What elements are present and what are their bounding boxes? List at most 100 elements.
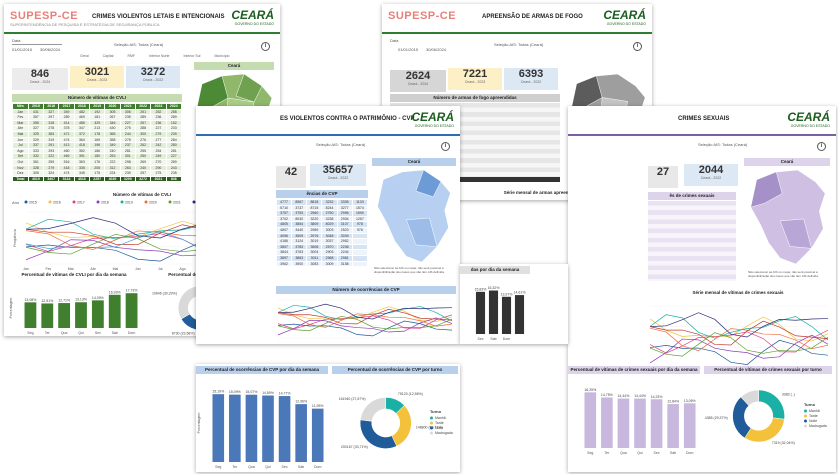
x-tick-label: Qua [248, 465, 255, 469]
x-tick-label: Seg [27, 331, 33, 335]
bar [262, 395, 274, 462]
tab-geral[interactable]: Geral [80, 54, 89, 58]
ceara-map[interactable] [746, 168, 830, 268]
legend-swatch [804, 419, 807, 423]
series-line [277, 303, 453, 320]
donut-slice [744, 417, 785, 443]
table-row: 3962 3900 3083 3009 3158 [275, 260, 369, 268]
x-tick-label: Sáb [670, 451, 676, 455]
date-from[interactable]: 01/01/2015 [398, 47, 419, 52]
x-tick-label: Qui [78, 331, 84, 335]
legend-label: Madrugada [809, 424, 827, 428]
legend-swatch [804, 409, 807, 413]
bar [108, 294, 121, 328]
slice-label: 7319 (32,04%) [772, 441, 795, 445]
bar-label: 14,77% [279, 392, 291, 396]
table-row: Jun 329 319 474 364 169 358 275 276 277 284 [12, 136, 183, 144]
legend-swatch [120, 200, 124, 204]
legend-swatch [144, 200, 148, 204]
x-tick-label: Dom [314, 465, 321, 469]
date-to[interactable]: 30/06/2024 [426, 47, 447, 52]
date-from[interactable]: 01/01/2015 [12, 47, 33, 52]
bar-label: 14,44% [634, 394, 646, 398]
slice-label: 75120 (12,56%) [398, 392, 423, 396]
selection-label: Seleção AIS: Todas (Ceará) [114, 42, 164, 47]
kpi-2022: 2044 Ceará - 2022 [684, 164, 738, 186]
bar-label: 16,32% [488, 286, 500, 290]
bar-label: 13,08% [24, 298, 36, 302]
x-tick-label: Jan [23, 267, 29, 271]
slice-label: 148800 (56,71%) [416, 426, 443, 430]
tab-interior-sul[interactable]: Interior Sul [183, 54, 201, 58]
slice-label: 161940 (27,67%) [339, 397, 366, 401]
bar [212, 394, 225, 462]
y-axis-label: Frequência [13, 229, 17, 247]
bar [667, 404, 679, 448]
legend-label: 2021 [173, 201, 181, 205]
info-icon[interactable]: i [817, 142, 826, 151]
ceara-logo: CEARÁ [603, 8, 646, 22]
supesp-logo: SUPESP-CE [388, 10, 457, 22]
legend-label: 2018 [101, 201, 109, 205]
x-tick-label: Dom [686, 451, 693, 455]
page-title: APREENSÃO DE ARMAS DE FOGO [482, 14, 583, 20]
tab-rmf[interactable]: RMF [127, 54, 136, 58]
bar [501, 296, 512, 334]
map-title: Ceará [194, 62, 274, 70]
table-row: 3757 3753 2960 2750 2996 1590 [275, 210, 369, 217]
legend-swatch [430, 431, 433, 435]
ceara-logo: CEARÁ [787, 110, 830, 124]
info-icon[interactable]: i [633, 42, 642, 51]
bar-label: 14,23% [651, 395, 663, 399]
bar-label: 17,73% [126, 289, 138, 293]
table-title: ências de CVP [276, 190, 368, 198]
legend-swatch [168, 200, 172, 204]
series-line [649, 329, 829, 354]
bar [634, 398, 646, 448]
selection-label: Seleção AIS: Todas (Ceará) [494, 42, 544, 47]
legend-swatch [72, 200, 76, 204]
x-tick-label: Ter [45, 331, 51, 335]
date-to[interactable]: 30/06/2024 [40, 47, 61, 52]
x-tick-label: Qui [265, 465, 271, 469]
x-tick-label: Jun [135, 267, 141, 271]
info-icon[interactable]: i [441, 142, 450, 151]
map-note: Não selecionar as AIS no mapa; não será … [374, 266, 445, 274]
armas-table-total [390, 177, 560, 182]
donut-slice [758, 389, 785, 420]
x-tick-label: Dom [128, 331, 135, 335]
donut-title: Percentual de vítimas de crimes sexuais … [704, 366, 832, 374]
ceara-subtitle: GOVERNO DO ESTADO [790, 124, 830, 128]
series-line [649, 320, 829, 346]
tab-interior-norte[interactable]: Interior Norte [149, 54, 170, 58]
selection-label: Seleção AIS: Todas (Ceará) [316, 142, 366, 147]
slice-label: 3383 (..) [782, 392, 795, 396]
x-tick-label: Dom [503, 337, 510, 341]
tab-capital[interactable]: Capital [102, 54, 114, 58]
legend-label: Tarde [809, 414, 818, 418]
legend-label: Noite [809, 419, 817, 423]
x-tick-label: Ago [179, 267, 185, 271]
info-icon[interactable]: i [261, 42, 270, 51]
table-row: 5710 3737 8715 8244 3277 1574 [275, 204, 369, 212]
panel-crimes-sexuais: CRIMES SEXUAIS CEARÁ GOVERNO DO ESTADO S… [568, 106, 836, 472]
bar-label: 15,07% [245, 390, 257, 394]
bar [601, 397, 613, 448]
page-title: CRIMES VIOLENTOS LETAIS E INTENCIONAIS [92, 14, 225, 20]
bar [245, 394, 258, 462]
series-line [277, 308, 453, 325]
series-line [277, 315, 453, 332]
series-line [649, 312, 829, 338]
table-row: Mar 355 318 414 485 329 346 227 257 236 152 [12, 119, 183, 127]
ceara-map[interactable] [372, 168, 456, 266]
bar [41, 303, 54, 328]
bar-label: 16,25% [584, 388, 596, 392]
table-total: Total 4019 3407 5134 4518 2257 4039 3299 3272 302… [12, 175, 183, 183]
sexuais-line-chart [649, 305, 829, 369]
slice-label: 10646 (30,29%) [152, 292, 177, 296]
tab-municipio[interactable]: Município [214, 54, 230, 58]
bar [125, 293, 138, 328]
date-label: Data [12, 38, 21, 43]
bar-label: 16,93% [109, 290, 121, 294]
panel-cvp-bottom: Percentual de ocorrências de CVP por dia… [196, 364, 460, 472]
